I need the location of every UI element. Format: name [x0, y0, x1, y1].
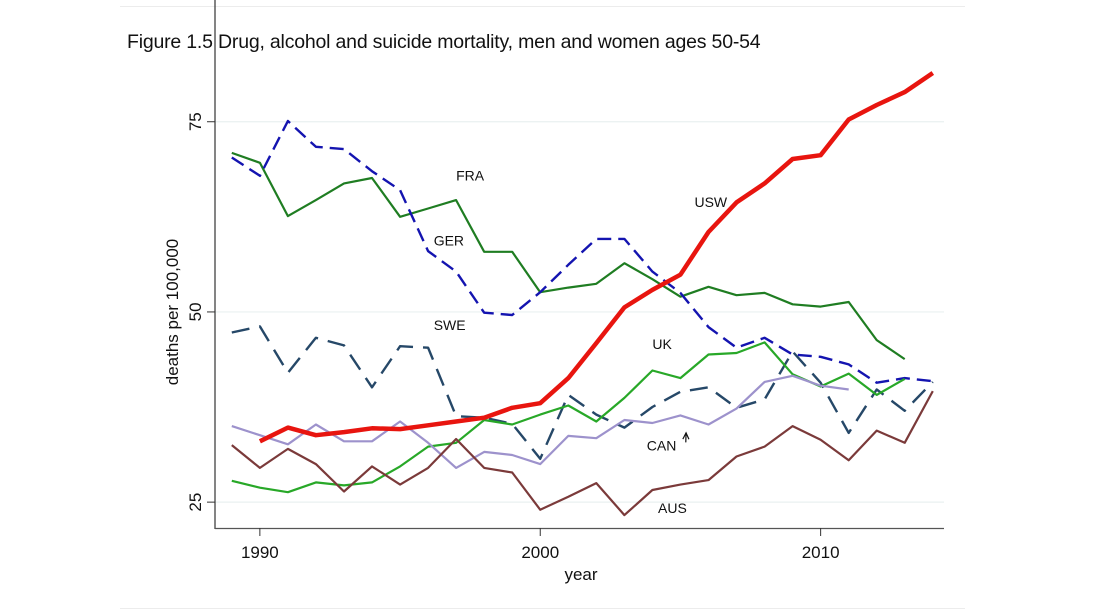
series-label-fra: FRA	[456, 167, 485, 183]
ticks: 25 50 75 1990 2000 2010	[186, 112, 840, 562]
y-axis-title: deaths per 100,000	[163, 239, 182, 386]
x-tick-label: 2000	[521, 543, 559, 562]
series-label-swe: SWE	[434, 317, 466, 333]
series-line-aus	[231, 390, 934, 517]
series-label-ger: GER	[434, 233, 464, 249]
series-line-usw	[258, 71, 935, 444]
x-tick-label: 1990	[241, 543, 279, 562]
arrowhead-icon	[682, 431, 690, 440]
y-tick-label: 25	[186, 493, 205, 512]
series-swe	[231, 325, 934, 460]
series-aus	[231, 390, 934, 517]
bottom-rule	[120, 608, 965, 609]
x-tick-label: 2010	[802, 543, 840, 562]
series-line-can	[231, 374, 849, 469]
series-label-usw: USW	[694, 194, 727, 210]
y-tick-label: 75	[186, 112, 205, 131]
gridlines	[215, 121, 944, 503]
series-uk	[231, 341, 906, 494]
series-fra	[231, 151, 906, 361]
series-labels: USW FRA GER SWE UK CAN AUS	[434, 167, 728, 515]
series-label-aus: AUS	[658, 500, 687, 516]
series-line-uk	[231, 341, 906, 494]
axes	[214, 0, 944, 530]
series-line-fra	[231, 151, 906, 361]
y-tick-label: 50	[186, 302, 205, 321]
series-lines	[231, 71, 935, 517]
chart-title: Figure 1.5 Drug, alcohol and suicide mor…	[127, 31, 761, 53]
series-usw	[258, 71, 935, 444]
top-rule	[120, 6, 965, 7]
series-ger	[231, 119, 933, 384]
series-label-can: CAN	[647, 437, 677, 453]
series-can	[231, 374, 849, 469]
series-line-swe	[231, 325, 934, 460]
x-axis-title: year	[564, 565, 597, 584]
series-label-uk: UK	[652, 336, 672, 352]
series-line-ger	[231, 119, 933, 384]
